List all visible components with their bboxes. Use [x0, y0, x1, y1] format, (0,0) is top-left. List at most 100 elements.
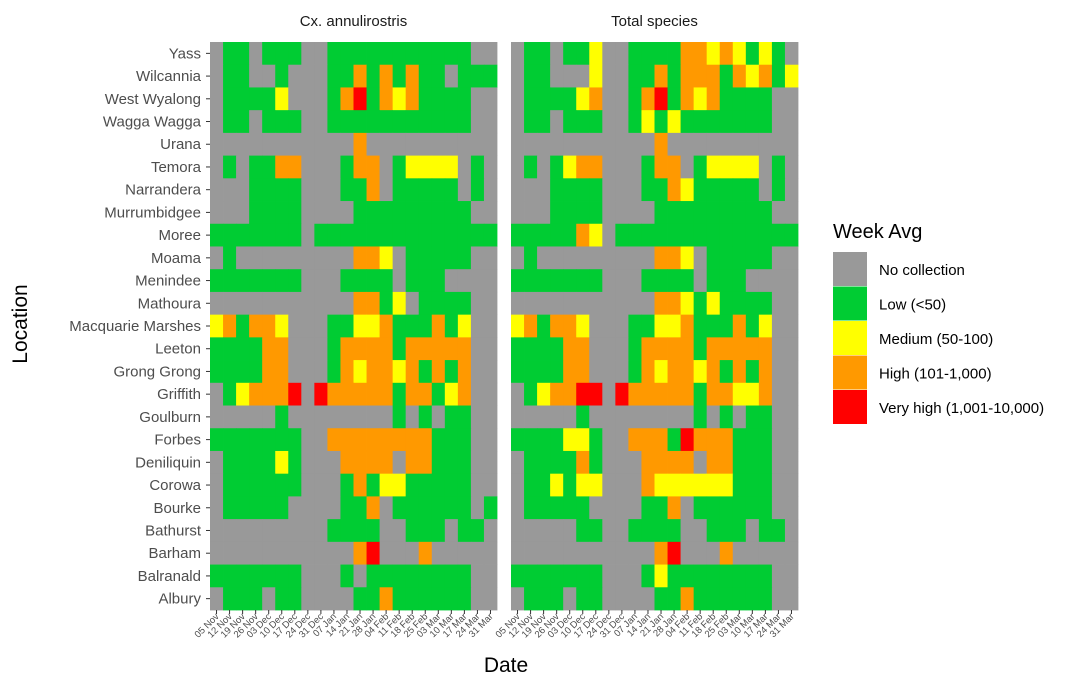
heatmap-cell: [418, 382, 433, 406]
heatmap-cell: [340, 428, 354, 452]
heatmap-cell: [706, 201, 721, 225]
heatmap-cell: [379, 382, 394, 406]
heatmap-cell: [379, 564, 394, 588]
heatmap-cell: [550, 541, 564, 565]
heatmap-cell: [392, 382, 407, 406]
heatmap-cell: [537, 541, 551, 565]
heatmap-cell: [249, 87, 263, 111]
heatmap-cell: [314, 519, 328, 543]
heatmap-cell: [353, 450, 367, 475]
heatmap-cell: [210, 132, 224, 156]
heatmap-cell: [524, 132, 538, 156]
heatmap-cell: [366, 42, 380, 66]
heatmap-cell: [719, 382, 734, 406]
heatmap-cell: [537, 564, 551, 588]
heatmap-cell: [784, 291, 799, 316]
heatmap-cell: [210, 382, 224, 406]
heatmap-cell: [602, 564, 616, 588]
heatmap-cell: [576, 178, 590, 202]
heatmap-cell: [444, 155, 459, 179]
heatmap-cell: [615, 587, 629, 611]
heatmap-cell: [615, 223, 629, 247]
heatmap-cell: [379, 428, 394, 452]
heatmap-cell: [483, 64, 498, 88]
heatmap-cell: [667, 587, 681, 611]
heatmap-cell: [563, 291, 577, 316]
heatmap-cell: [314, 132, 328, 156]
heatmap-cell: [288, 587, 302, 611]
heatmap-cell: [589, 132, 603, 156]
heatmap-cell: [680, 473, 695, 497]
heatmap-cell: [418, 564, 433, 588]
heatmap-cell: [431, 314, 446, 338]
heatmap-cell: [392, 450, 407, 475]
heatmap-cell: [758, 87, 773, 111]
y-tick-label: Deniliquin: [135, 454, 201, 471]
heatmap-cell: [511, 201, 525, 225]
heatmap-cell: [524, 314, 538, 338]
heatmap-cell: [719, 496, 734, 520]
heatmap-cell: [628, 64, 642, 88]
heatmap-cell: [366, 155, 380, 179]
heatmap-cell: [667, 269, 681, 293]
heatmap-cell: [457, 42, 472, 66]
y-tick-label: Leeton: [155, 341, 201, 358]
heatmap-cell: [327, 473, 341, 497]
heatmap-cell: [301, 201, 315, 225]
heatmap-cell: [667, 155, 681, 179]
heatmap-cell: [719, 564, 734, 588]
heatmap-cell: [511, 405, 525, 429]
heatmap-cell: [641, 42, 655, 66]
heatmap-cell: [340, 291, 354, 316]
heatmap-cell: [288, 291, 302, 316]
heatmap-cell: [223, 132, 237, 156]
heatmap-cell: [379, 201, 394, 225]
heatmap-cell: [628, 496, 642, 520]
heatmap-cell: [249, 314, 263, 338]
heatmap-cell: [210, 269, 224, 293]
heatmap-cell: [301, 519, 315, 543]
heatmap-cell: [249, 178, 263, 202]
heatmap-cell: [719, 201, 734, 225]
heatmap-cell: [615, 291, 629, 316]
heatmap-cell: [615, 314, 629, 338]
heatmap-cell: [576, 132, 590, 156]
heatmap-cell: [262, 132, 276, 156]
panel-1: Total species: [511, 13, 799, 611]
heatmap-cell: [771, 64, 786, 88]
heatmap-cell: [288, 405, 302, 429]
heatmap-cell: [732, 178, 747, 202]
heatmap-cell: [563, 428, 577, 452]
heatmap-cell: [615, 405, 629, 429]
heatmap-cell: [470, 587, 485, 611]
heatmap-cell: [470, 87, 485, 111]
legend-swatch: [833, 321, 867, 355]
heatmap-cell: [576, 496, 590, 520]
heatmap-cell: [379, 42, 394, 66]
heatmap-cell: [667, 564, 681, 588]
heatmap-cell: [745, 587, 760, 611]
heatmap-cell: [719, 519, 734, 543]
heatmap-cell: [589, 64, 603, 88]
heatmap-cell: [275, 496, 289, 520]
heatmap-cell: [457, 64, 472, 88]
heatmap-cell: [379, 405, 394, 429]
heatmap-cell: [262, 223, 276, 247]
heatmap-cell: [457, 132, 472, 156]
heatmap-cell: [236, 246, 250, 270]
heatmap-cell: [732, 587, 747, 611]
heatmap-cell: [301, 450, 315, 475]
heatmap-cell: [771, 450, 786, 475]
heatmap-cell: [550, 382, 564, 406]
heatmap-cell: [602, 201, 616, 225]
heatmap-cell: [379, 496, 394, 520]
heatmap-cell: [223, 450, 237, 475]
heatmap-cell: [641, 132, 655, 156]
heatmap-cell: [667, 178, 681, 202]
heatmap-cell: [314, 450, 328, 475]
heatmap-cell: [379, 337, 394, 361]
heatmap-cell: [719, 155, 734, 179]
heatmap-cell: [511, 87, 525, 111]
heatmap-cell: [236, 42, 250, 66]
heatmap-cell: [340, 382, 354, 406]
